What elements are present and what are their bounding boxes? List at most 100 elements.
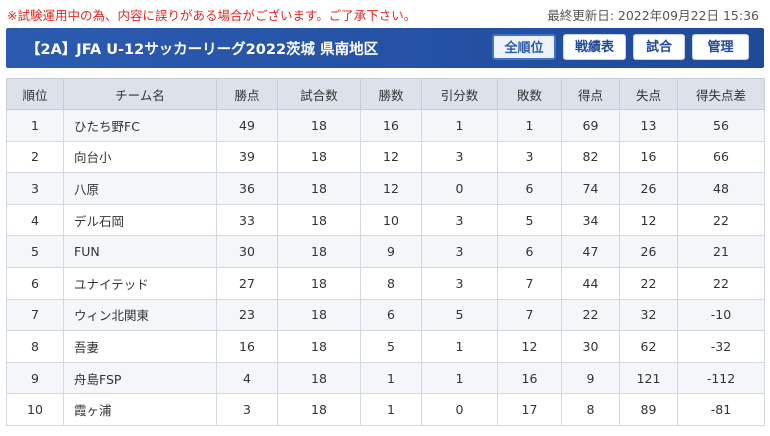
cell-wins: 10 bbox=[360, 203, 422, 237]
cell-draws: 3 bbox=[421, 235, 498, 268]
cell-team-name[interactable]: 八原 bbox=[63, 172, 217, 205]
cell-goals-for: 44 bbox=[561, 266, 620, 300]
table-row: 2 向台小 39 18 12 3 3 82 16 66 bbox=[6, 140, 765, 174]
cell-goal-diff: -32 bbox=[677, 330, 765, 363]
cell-points: 4 bbox=[216, 361, 278, 395]
cell-points: 30 bbox=[216, 235, 278, 268]
cell-team-name[interactable]: 向台小 bbox=[63, 140, 217, 174]
cell-goals-for: 9 bbox=[561, 361, 620, 395]
cell-losses: 5 bbox=[497, 203, 562, 237]
cell-goal-diff: 21 bbox=[677, 235, 765, 268]
col-points: 勝点 bbox=[216, 78, 278, 110]
cell-draws: 3 bbox=[421, 203, 498, 237]
cell-points: 39 bbox=[216, 140, 278, 174]
cell-draws: 3 bbox=[421, 266, 498, 300]
cell-goal-diff: -112 bbox=[677, 361, 765, 395]
cell-points: 16 bbox=[216, 330, 278, 363]
cell-draws: 5 bbox=[421, 298, 498, 332]
cell-wins: 16 bbox=[360, 109, 422, 142]
cell-draws: 0 bbox=[421, 393, 498, 426]
top-bar: ※試験運用中の為、内容に誤りがある場合がございます。ご了承下さい。 最終更新日:… bbox=[0, 0, 770, 24]
cell-goal-diff: 22 bbox=[677, 203, 765, 237]
cell-losses: 17 bbox=[497, 393, 562, 426]
col-team: チーム名 bbox=[63, 78, 217, 110]
cell-points: 23 bbox=[216, 298, 278, 332]
cell-goal-diff: -10 bbox=[677, 298, 765, 332]
cell-draws: 3 bbox=[421, 140, 498, 174]
standings-table: 順位 チーム名 勝点 試合数 勝数 引分数 敗数 得点 失点 得失点差 1 ひたち… bbox=[6, 78, 765, 426]
trial-notice: ※試験運用中の為、内容に誤りがある場合がございます。ご了承下さい。 bbox=[7, 8, 417, 23]
table-row: 7 ウィン北関東 23 18 6 5 7 22 32 -10 bbox=[6, 298, 765, 332]
cell-losses: 7 bbox=[497, 266, 562, 300]
admin-button[interactable]: 管理 bbox=[692, 34, 749, 60]
col-wins: 勝数 bbox=[360, 78, 422, 110]
cell-rank: 6 bbox=[6, 266, 64, 300]
cell-goals-against: 13 bbox=[619, 109, 678, 142]
matches-button[interactable]: 試合 bbox=[633, 34, 685, 60]
cell-team-name[interactable]: デル石岡 bbox=[63, 203, 217, 237]
cell-losses: 12 bbox=[497, 330, 562, 363]
col-goals-against: 失点 bbox=[619, 78, 678, 110]
last-updated: 最終更新日: 2022年09月22日 15:36 bbox=[547, 8, 759, 23]
cell-wins: 1 bbox=[360, 393, 422, 426]
cell-team-name[interactable]: ユナイテッド bbox=[63, 266, 217, 300]
table-row: 5 FUN 30 18 9 3 6 47 26 21 bbox=[6, 235, 765, 268]
cell-played: 18 bbox=[277, 330, 361, 363]
league-title: 【2A】JFA U-12サッカーリーグ2022茨城 県南地区 bbox=[26, 42, 379, 58]
cell-goals-for: 82 bbox=[561, 140, 620, 174]
table-row: 8 吾妻 16 18 5 1 12 30 62 -32 bbox=[6, 330, 765, 363]
cell-rank: 10 bbox=[6, 393, 64, 426]
results-table-button[interactable]: 戦績表 bbox=[563, 34, 626, 60]
table-row: 1 ひたち野FC 49 18 16 1 1 69 13 56 bbox=[6, 109, 765, 142]
cell-team-name[interactable]: ウィン北関東 bbox=[63, 298, 217, 332]
cell-team-name[interactable]: ひたち野FC bbox=[63, 109, 217, 142]
cell-losses: 1 bbox=[497, 109, 562, 142]
cell-played: 18 bbox=[277, 109, 361, 142]
col-goals-for: 得点 bbox=[561, 78, 620, 110]
col-rank: 順位 bbox=[6, 78, 64, 110]
league-header: 【2A】JFA U-12サッカーリーグ2022茨城 県南地区 全順位 戦績表 試… bbox=[6, 28, 764, 68]
cell-goals-against: 12 bbox=[619, 203, 678, 237]
all-rankings-button[interactable]: 全順位 bbox=[492, 34, 556, 60]
cell-played: 18 bbox=[277, 203, 361, 237]
table-header-row: 順位 チーム名 勝点 試合数 勝数 引分数 敗数 得点 失点 得失点差 bbox=[6, 78, 765, 110]
cell-team-name[interactable]: FUN bbox=[63, 235, 217, 268]
cell-draws: 0 bbox=[421, 172, 498, 205]
cell-goals-against: 16 bbox=[619, 140, 678, 174]
cell-draws: 1 bbox=[421, 330, 498, 363]
col-draws: 引分数 bbox=[421, 78, 498, 110]
cell-goals-for: 69 bbox=[561, 109, 620, 142]
table-row: 6 ユナイテッド 27 18 8 3 7 44 22 22 bbox=[6, 266, 765, 300]
cell-played: 18 bbox=[277, 172, 361, 205]
cell-rank: 4 bbox=[6, 203, 64, 237]
cell-losses: 16 bbox=[497, 361, 562, 395]
cell-goal-diff: 22 bbox=[677, 266, 765, 300]
cell-rank: 3 bbox=[6, 172, 64, 205]
cell-draws: 1 bbox=[421, 109, 498, 142]
cell-points: 49 bbox=[216, 109, 278, 142]
cell-goals-against: 26 bbox=[619, 172, 678, 205]
cell-goals-for: 74 bbox=[561, 172, 620, 205]
table-row: 4 デル石岡 33 18 10 3 5 34 12 22 bbox=[6, 203, 765, 237]
cell-wins: 9 bbox=[360, 235, 422, 268]
cell-team-name[interactable]: 霞ヶ浦 bbox=[63, 393, 217, 426]
cell-goals-against: 62 bbox=[619, 330, 678, 363]
cell-team-name[interactable]: 舟島FSP bbox=[63, 361, 217, 395]
table-row: 3 八原 36 18 12 0 6 74 26 48 bbox=[6, 172, 765, 205]
cell-played: 18 bbox=[277, 393, 361, 426]
cell-team-name[interactable]: 吾妻 bbox=[63, 330, 217, 363]
cell-goals-for: 8 bbox=[561, 393, 620, 426]
cell-wins: 8 bbox=[360, 266, 422, 300]
cell-played: 18 bbox=[277, 266, 361, 300]
cell-played: 18 bbox=[277, 235, 361, 268]
cell-points: 33 bbox=[216, 203, 278, 237]
cell-wins: 1 bbox=[360, 361, 422, 395]
cell-goals-for: 30 bbox=[561, 330, 620, 363]
col-losses: 敗数 bbox=[497, 78, 562, 110]
col-goal-diff: 得失点差 bbox=[677, 78, 765, 110]
cell-goals-for: 34 bbox=[561, 203, 620, 237]
cell-goals-against: 22 bbox=[619, 266, 678, 300]
table-row: 9 舟島FSP 4 18 1 1 16 9 121 -112 bbox=[6, 361, 765, 395]
cell-wins: 12 bbox=[360, 172, 422, 205]
cell-rank: 9 bbox=[6, 361, 64, 395]
